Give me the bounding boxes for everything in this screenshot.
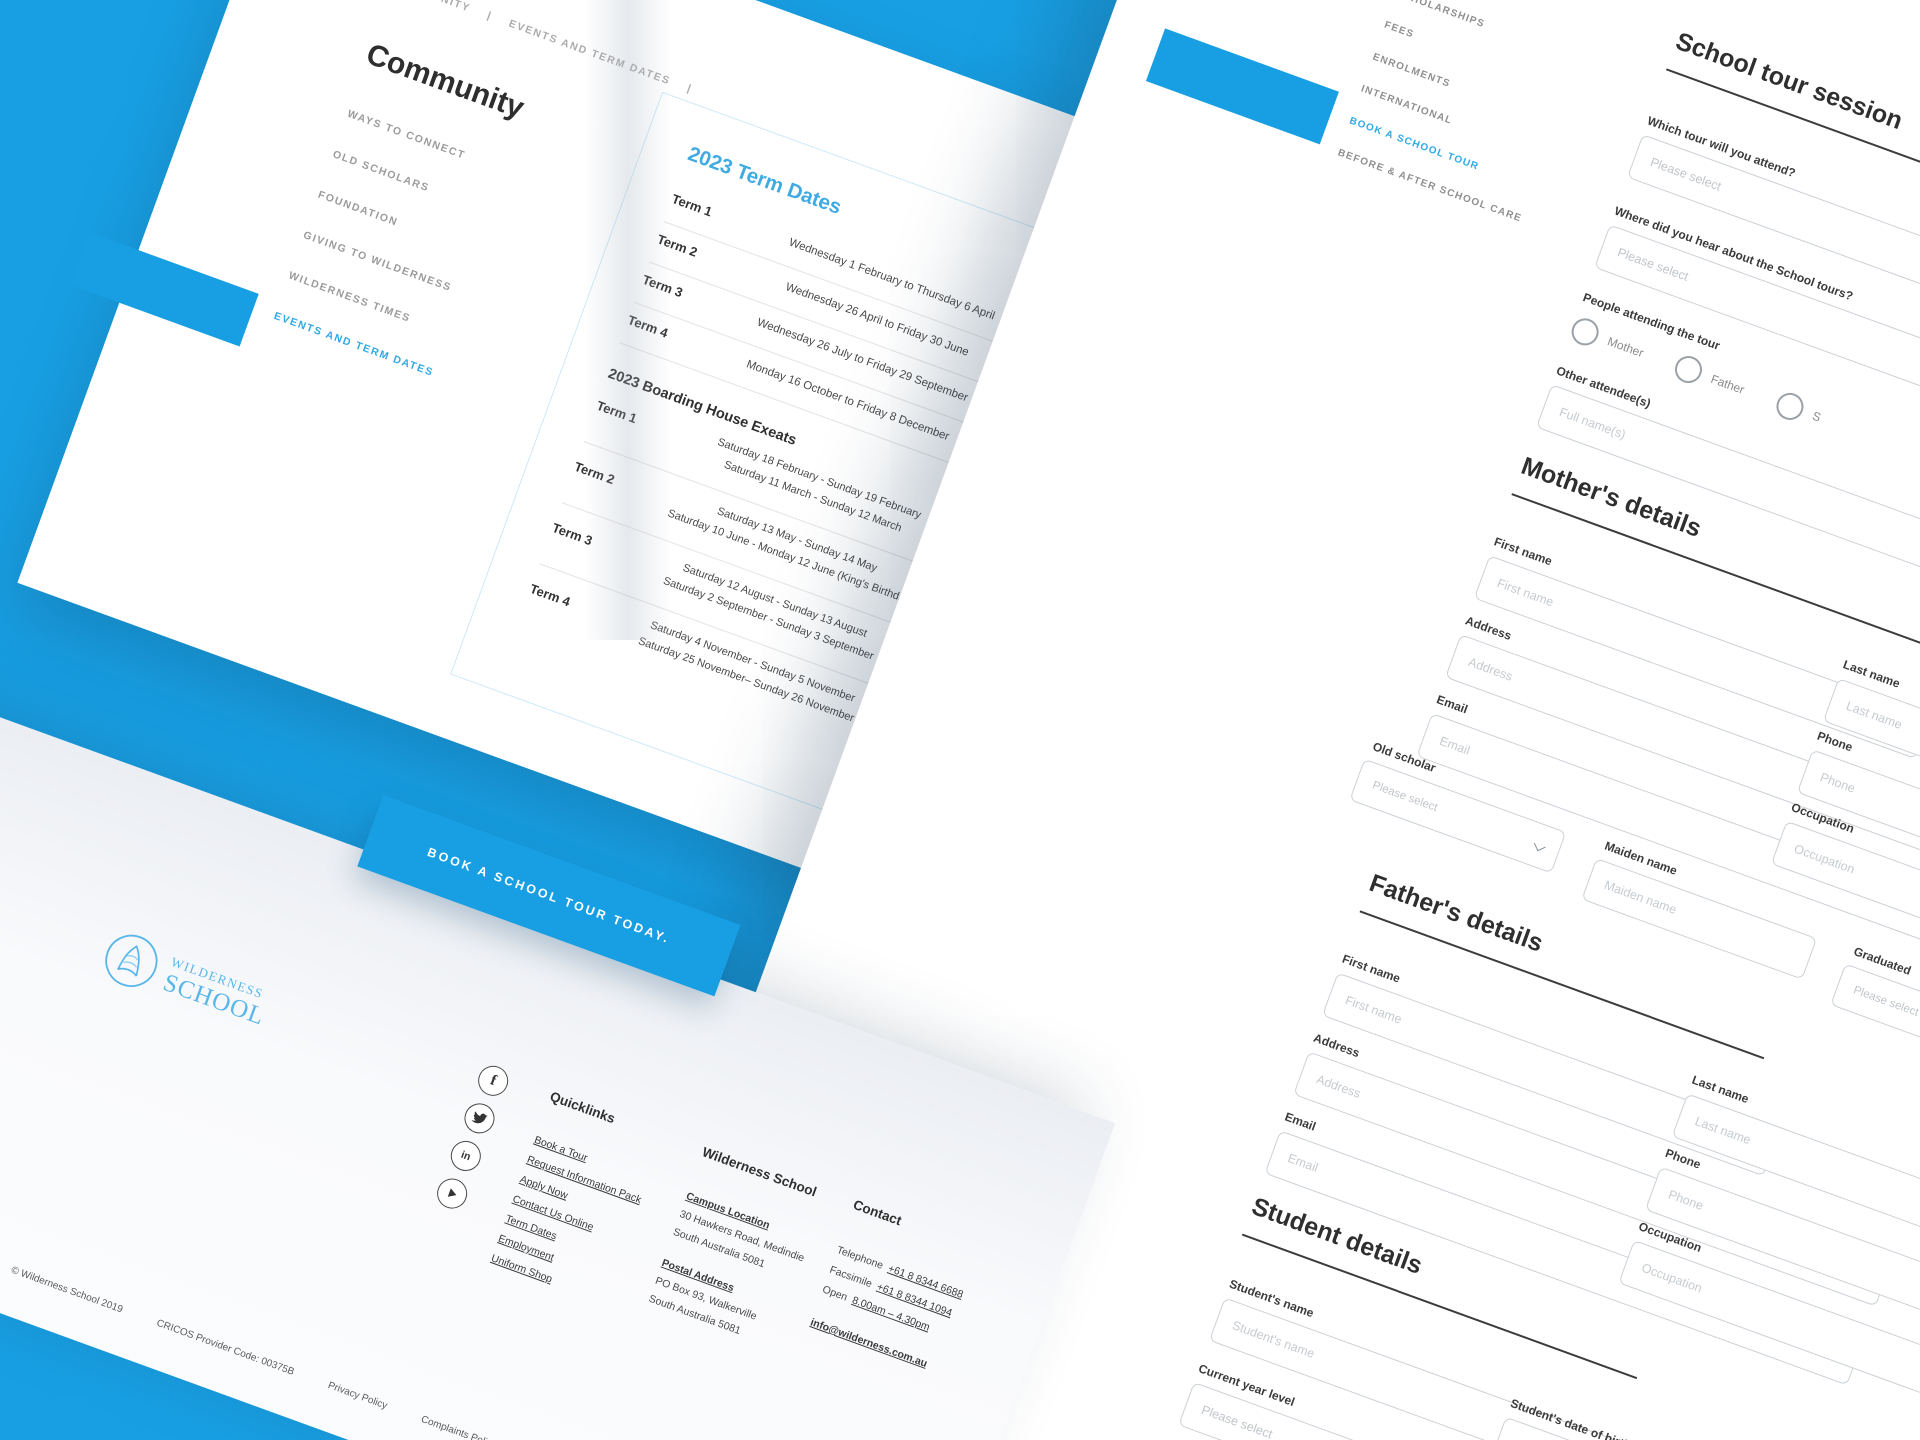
community-sidenav: WAYS TO CONNECT OLD SCHOLARS FOUNDATION … xyxy=(262,108,509,408)
privacy-policy-link[interactable]: Privacy Policy xyxy=(326,1380,389,1412)
complaints-policy-link[interactable]: Complaints Policy xyxy=(419,1413,498,1440)
school-address-column: Campus Location 30 Hawkers Road, Medindi… xyxy=(641,1187,814,1366)
mother-graduated-select[interactable]: Please select xyxy=(1830,963,1920,1086)
page-title: Community xyxy=(362,37,529,126)
active-item-ribbon xyxy=(1145,28,1339,145)
radio-student[interactable] xyxy=(1772,389,1808,424)
enrol-sidenav: SCHOLARSHIPS FEES ENROLMENTS INTERNATION… xyxy=(1328,0,1581,246)
quicklinks-title: Quicklinks xyxy=(547,1088,618,1127)
book-tour-banner-text: BOOK A SCHOOL TOUR TODAY. xyxy=(425,845,673,947)
footer-page: BOOK A SCHOOL TOUR TODAY. WILDERNESS SCH… xyxy=(0,699,1116,1440)
breadcrumb-events-term-dates[interactable]: EVENTS AND TERM DATES xyxy=(507,17,673,88)
mother-email-label: Email xyxy=(1434,692,1470,717)
radio-mother-label: Mother xyxy=(1605,334,1646,361)
linkedin-icon[interactable]: in xyxy=(446,1136,486,1176)
school-address-title: Wilderness School xyxy=(700,1144,819,1200)
cricos-code: CRICOS Provider Code: 00375B xyxy=(154,1317,296,1378)
contact-title: Contact xyxy=(851,1197,904,1229)
facebook-icon[interactable]: f xyxy=(473,1061,513,1101)
copyright-text: © Wilderness School 2019 xyxy=(9,1264,125,1316)
quicklinks-list: Book a Tour Request Information Pack App… xyxy=(488,1130,652,1309)
active-item-ribbon xyxy=(70,232,259,347)
legal-bar: © Wilderness School 2019 CRICOS Provider… xyxy=(10,1265,530,1440)
social-links: f in xyxy=(429,1061,513,1223)
radio-mother[interactable] xyxy=(1567,314,1603,350)
open-hours-label: Open xyxy=(820,1283,849,1304)
contact-column: Telephone+61 8 8344 6688 Facsimile+61 8 … xyxy=(807,1240,966,1378)
radio-father-label: Father xyxy=(1708,371,1747,397)
breadcrumb-separator: | xyxy=(685,82,694,96)
school-crest-icon xyxy=(105,934,158,987)
breadcrumb-separator: | xyxy=(485,9,494,23)
youtube-icon[interactable] xyxy=(432,1174,472,1213)
radio-student-label: S xyxy=(1810,408,1823,425)
radio-father[interactable] xyxy=(1671,352,1706,387)
father-email-label: Email xyxy=(1282,1109,1318,1134)
twitter-icon[interactable] xyxy=(460,1099,499,1138)
school-logo-text: WILDERNESS SCHOOL xyxy=(159,953,269,1031)
school-logo[interactable]: WILDERNESS SCHOOL xyxy=(96,925,277,1036)
breadcrumb-community[interactable]: COMMUNITY xyxy=(394,0,472,15)
